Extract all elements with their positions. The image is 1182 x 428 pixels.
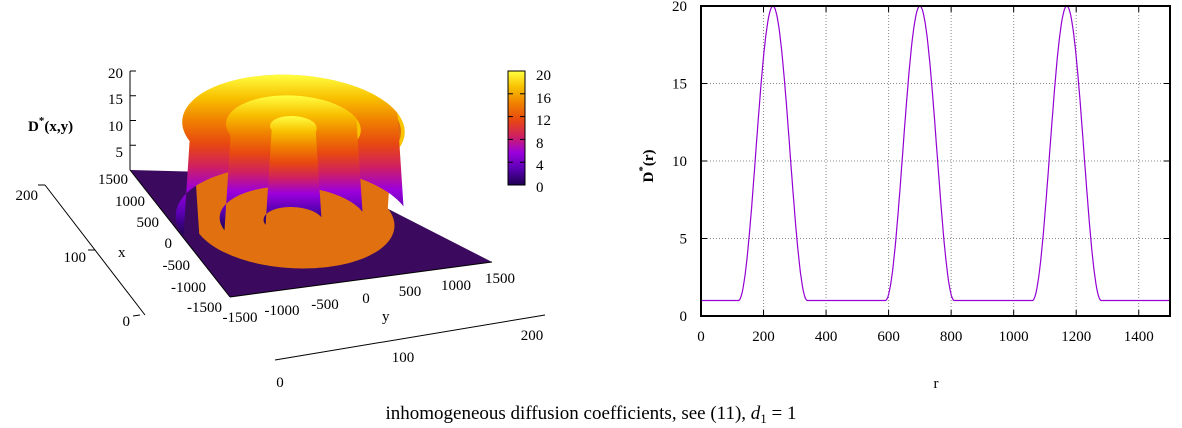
dr-tick-label: 5 (680, 232, 688, 248)
dr-axis-label: D*(r) (637, 150, 657, 183)
caption-sub: 1 (760, 411, 767, 426)
r-tick-label: 600 (877, 329, 900, 345)
caption-text: inhomogeneous diffusion coefficients, se… (385, 403, 750, 424)
base-left-tick-200: 200 (16, 188, 39, 204)
z-tick-5: 5 (116, 145, 124, 161)
base-frame-bottom (274, 314, 546, 361)
base-left-tick-mark-0 (132, 314, 141, 317)
r-tick-label: 1200 (1061, 329, 1091, 345)
colorbar-tick-4: 4 (536, 158, 544, 174)
y-axis-line (229, 261, 493, 298)
base-bottom-tick-200: 200 (521, 328, 544, 344)
x-tick-0: 0 (165, 236, 173, 252)
figure-caption: inhomogeneous diffusion coefficients, se… (385, 403, 796, 426)
base-bottom-tick-100: 100 (392, 350, 415, 366)
ring-outer-wall (263, 116, 322, 225)
x-tick-m1500: -1500 (187, 300, 222, 316)
y-tick-1000: 1000 (441, 278, 471, 294)
colorbar-tick-20: 20 (536, 68, 551, 84)
x-tick-m500: -500 (163, 258, 191, 274)
z-label-base: D (28, 119, 39, 135)
base-left-tick-0: 0 (123, 314, 131, 330)
x-tick-1000: 1000 (115, 194, 145, 210)
base-bottom-tick-0: 0 (276, 375, 284, 391)
colorbar (507, 70, 526, 186)
z-label-sup: * (39, 115, 45, 127)
dr-label-rest: (r) (641, 150, 657, 167)
z-tick-20: 20 (108, 66, 123, 82)
series-line (701, 5, 1170, 302)
z-label-rest: (x,y) (44, 119, 73, 135)
z-axis-label: D*(x,y) (28, 115, 73, 135)
dr-tick-label: 20 (672, 0, 687, 15)
x-tick-500: 500 (137, 215, 160, 231)
z-tick-10: 10 (108, 119, 123, 135)
dr-tick-label: 15 (672, 77, 687, 93)
y-tick-0: 0 (362, 291, 370, 307)
x-tick-1500: 1500 (98, 172, 128, 188)
dr-tick-label: 0 (680, 309, 688, 325)
dr-label-base: D (641, 172, 657, 183)
colorbar-tick-12: 12 (536, 113, 551, 129)
y-tick-m1500: -1500 (223, 310, 258, 326)
y-tick-m1000: -1000 (265, 303, 300, 319)
base-left-tick-100: 100 (64, 250, 87, 266)
dr-tick-label: 10 (672, 154, 687, 170)
r-tick-label: 400 (815, 329, 838, 345)
y-tick-500: 500 (399, 284, 422, 300)
colorbar-tick-0: 0 (536, 180, 544, 196)
x-axis-label: x (118, 245, 126, 261)
r-tick-label: 0 (697, 329, 705, 345)
caption-var: d (751, 403, 761, 424)
y-axis-label: y (382, 309, 390, 325)
colorbar-tick-16: 16 (536, 91, 552, 107)
line-plot: 0 200 400 600 800 1000 1200 1400 0 5 10 15 20 r D*(r… (637, 0, 1171, 392)
colorbar-tick-8: 8 (536, 136, 544, 152)
r-axis-label: r (934, 376, 939, 392)
r-tick-label: 800 (940, 329, 963, 345)
r-tick-label: 200 (752, 329, 775, 345)
surface-rings (175, 74, 405, 269)
y-tick-1500: 1500 (485, 271, 515, 287)
dr-label-sup: * (637, 166, 649, 172)
surface-plot: 5 10 15 20 D*(x,y) 200 100 0 0 100 200 1… (16, 66, 552, 391)
y-tick-m500: -500 (311, 297, 339, 313)
r-tick-label: 1400 (1124, 329, 1154, 345)
x-tick-m1000: -1000 (171, 280, 206, 296)
caption-rest: = 1 (767, 403, 797, 424)
x-axis-line (129, 169, 231, 298)
z-tick-15: 15 (108, 92, 123, 108)
grid-lines (701, 6, 1170, 316)
r-tick-label: 1000 (999, 329, 1029, 345)
